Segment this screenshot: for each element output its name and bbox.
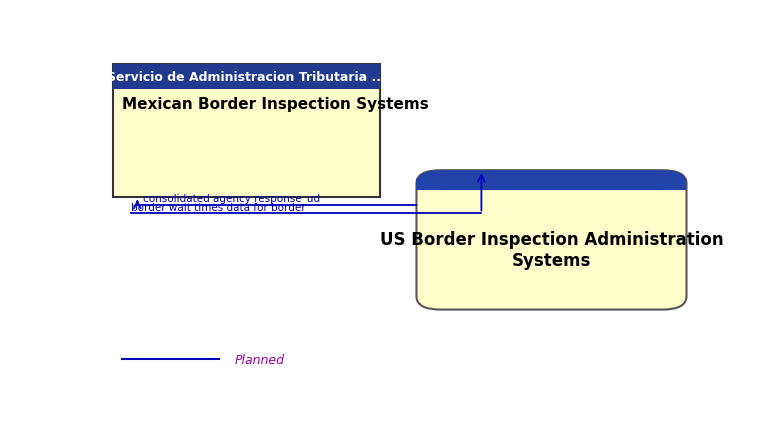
Text: border wait times data for border: border wait times data for border <box>132 203 306 212</box>
FancyBboxPatch shape <box>113 65 380 90</box>
Text: consolidated agency response_ud: consolidated agency response_ud <box>143 193 320 203</box>
FancyBboxPatch shape <box>417 171 687 190</box>
Text: Planned: Planned <box>234 353 284 366</box>
Text: US Border Inspection Administration
Systems: US Border Inspection Administration Syst… <box>380 231 723 270</box>
FancyBboxPatch shape <box>417 171 687 310</box>
Text: Servicio de Administracion Tributaria ...: Servicio de Administracion Tributaria ..… <box>107 71 386 84</box>
FancyBboxPatch shape <box>113 65 380 197</box>
FancyBboxPatch shape <box>417 180 687 190</box>
Text: Mexican Border Inspection Systems: Mexican Border Inspection Systems <box>122 96 429 111</box>
